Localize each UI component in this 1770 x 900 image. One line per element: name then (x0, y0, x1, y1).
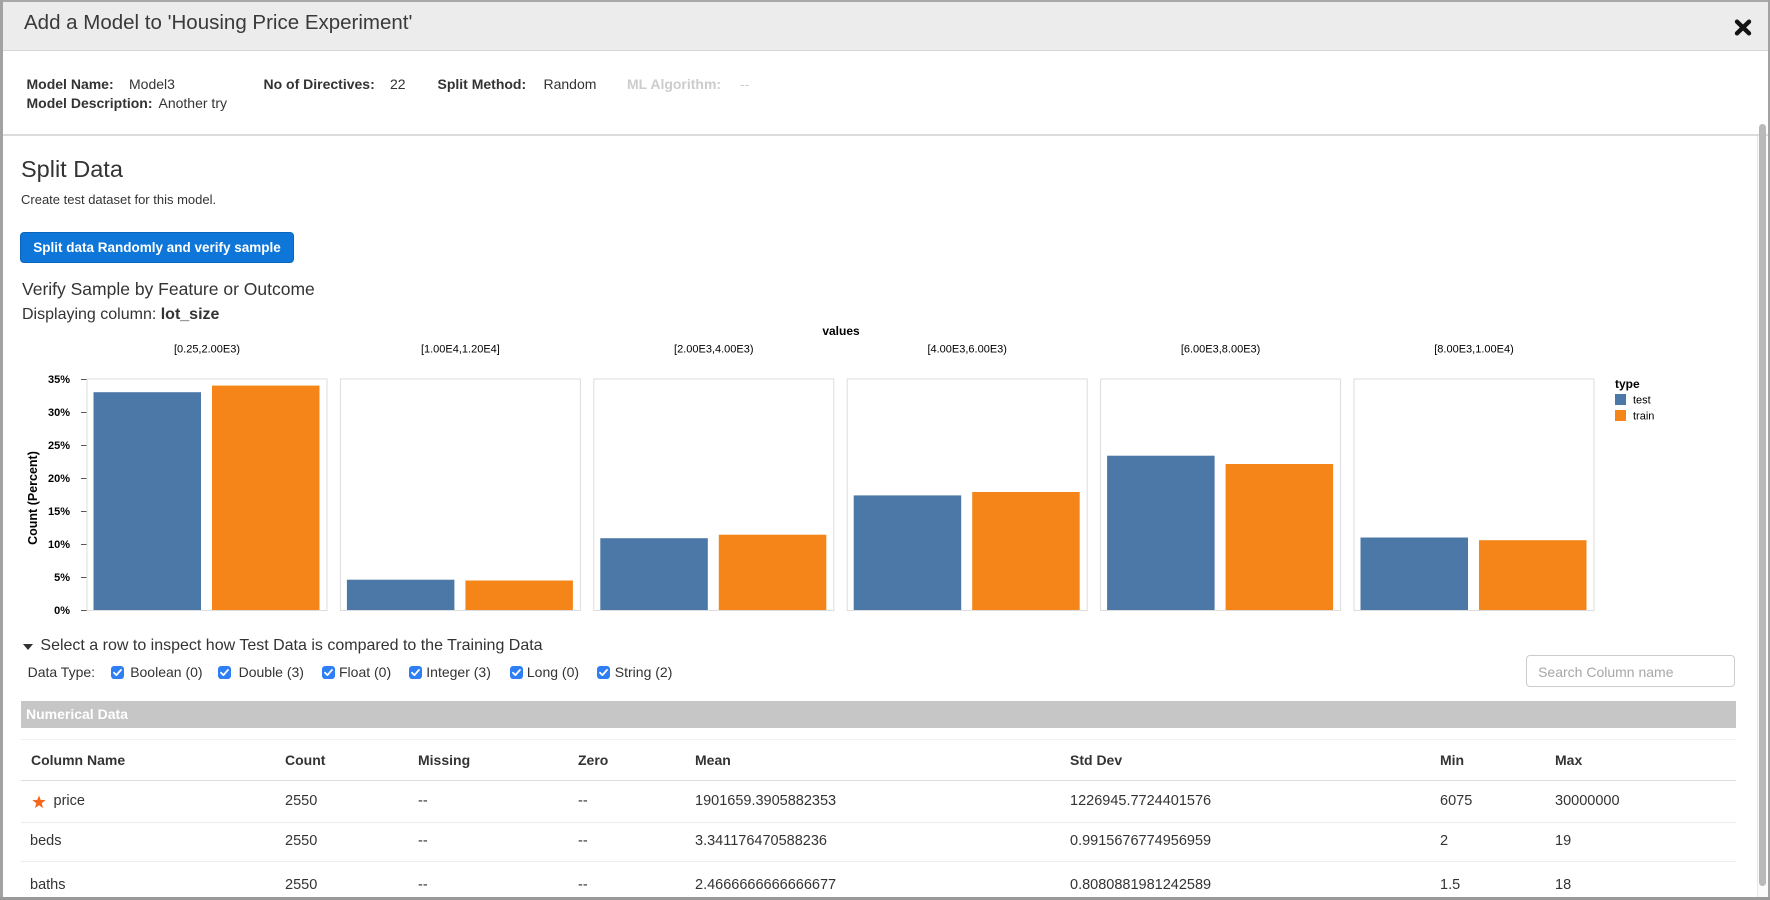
svg-text:15%: 15% (48, 506, 70, 518)
svg-text:5%: 5% (54, 572, 70, 584)
svg-text:train: train (1633, 411, 1654, 423)
svg-text:[8.00E3,1.00E4): [8.00E3,1.00E4) (1434, 344, 1514, 356)
svg-text:10%: 10% (48, 539, 70, 551)
svg-text:test: test (1633, 395, 1651, 407)
svg-text:values: values (822, 324, 860, 338)
svg-text:[2.00E3,4.00E3): [2.00E3,4.00E3) (674, 344, 754, 356)
svg-text:type: type (1615, 377, 1640, 391)
svg-text:[0.25,2.00E3): [0.25,2.00E3) (174, 344, 240, 356)
svg-text:25%: 25% (48, 440, 70, 452)
svg-text:[6.00E3,8.00E3): [6.00E3,8.00E3) (1181, 344, 1261, 356)
svg-text:20%: 20% (48, 473, 70, 485)
svg-text:0%: 0% (54, 605, 70, 617)
svg-text:Count (Percent): Count (Percent) (26, 451, 40, 545)
svg-text:30%: 30% (48, 407, 70, 419)
svg-text:[4.00E3,6.00E3): [4.00E3,6.00E3) (927, 344, 1007, 356)
svg-text:35%: 35% (48, 374, 70, 386)
svg-text:[1.00E4,1.20E4]: [1.00E4,1.20E4] (421, 344, 500, 356)
